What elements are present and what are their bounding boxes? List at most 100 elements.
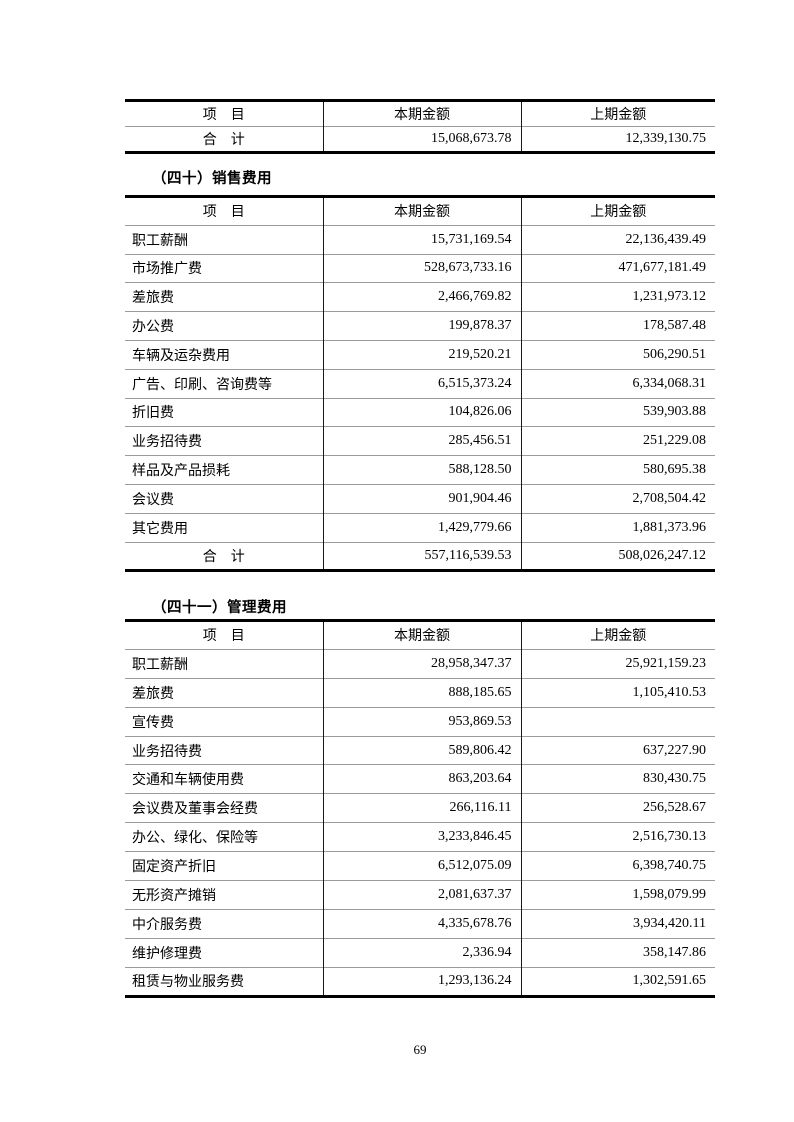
prior-amount: 471,677,181.49 [520, 253, 715, 283]
total-row: 合 计 557,116,539.53 508,026,247.12 [125, 541, 715, 571]
table-row: 交通和车辆使用费 863,203.64 830,430.75 [125, 764, 715, 794]
column-header-current: 本期金额 [322, 196, 521, 226]
item-name: 中介服务费 [125, 908, 323, 939]
table-row: 职工薪酬 28,958,347.37 25,921,159.23 [125, 648, 715, 679]
column-header-prior: 上期金额 [520, 196, 715, 226]
current-amount: 2,081,637.37 [322, 880, 521, 910]
column-header-item: 项 目 [202, 629, 245, 645]
current-amount: 285,456.51 [322, 426, 521, 456]
table-row: 业务招待费 589,806.42 637,227.90 [125, 735, 715, 765]
item-name: 职工薪酬 [125, 224, 323, 255]
item-name: 业务招待费 [125, 735, 323, 765]
table-row: 职工薪酬 15,731,169.54 22,136,439.49 [125, 224, 715, 255]
prior-amount: 22,136,439.49 [520, 224, 715, 255]
total-prior-amount: 508,026,247.12 [520, 541, 715, 571]
table-row: 车辆及运杂费用 219,520.21 506,290.51 [125, 339, 715, 370]
table-row: 样品及产品损耗 588,128.50 580,695.38 [125, 455, 715, 485]
table-row: 租赁与物业服务费 1,293,136.24 1,302,591.65 [125, 966, 715, 997]
item-name: 差旅费 [125, 677, 323, 708]
item-name: 职工薪酬 [125, 648, 323, 679]
column-header-current: 本期金额 [322, 620, 521, 650]
column-header-prior: 上期金额 [520, 620, 715, 650]
table-row: 维护修理费 2,336.94 358,147.86 [125, 937, 715, 968]
prior-amount: 1,302,591.65 [520, 966, 715, 997]
current-amount: 219,520.21 [322, 339, 521, 370]
current-amount: 6,512,075.09 [322, 851, 521, 881]
current-amount: 888,185.65 [322, 677, 521, 708]
table-row: 差旅费 2,466,769.82 1,231,973.12 [125, 282, 715, 312]
prior-amount: 830,430.75 [520, 764, 715, 794]
item-name: 样品及产品损耗 [125, 455, 323, 485]
prior-amount: 637,227.90 [520, 735, 715, 765]
table-row: 会议费 901,904.46 2,708,504.42 [125, 483, 715, 514]
prior-amount: 2,708,504.42 [520, 483, 715, 514]
current-amount: 588,128.50 [322, 455, 521, 485]
item-name: 业务招待费 [125, 426, 323, 456]
total-label: 合 计 [125, 541, 323, 571]
column-header-item: 项 目 [202, 108, 245, 123]
table-row: 其它费用 1,429,779.66 1,881,373.96 [125, 512, 715, 543]
item-name: 市场推广费 [125, 253, 323, 283]
prior-amount [520, 706, 715, 737]
item-name: 无形资产摊销 [125, 880, 323, 910]
current-amount: 1,429,779.66 [322, 512, 521, 543]
current-amount: 2,336.94 [322, 937, 521, 968]
current-amount: 28,958,347.37 [322, 648, 521, 679]
item-name: 固定资产折旧 [125, 851, 323, 881]
table-row: 办公、绿化、保险等 3,233,846.45 2,516,730.13 [125, 822, 715, 852]
summary-table: 项 目 本期金额 上期金额 合 计 15,068,673.78 12,339,1… [125, 99, 715, 154]
item-name: 租赁与物业服务费 [125, 966, 323, 997]
column-header-current: 本期金额 [322, 100, 521, 127]
prior-amount: 506,290.51 [520, 339, 715, 370]
table-row: 业务招待费 285,456.51 251,229.08 [125, 426, 715, 456]
column-header-item: 项 目 [202, 205, 245, 221]
item-name: 办公、绿化、保险等 [125, 822, 323, 852]
prior-amount: 6,334,068.31 [520, 368, 715, 399]
prior-amount: 1,231,973.12 [520, 282, 715, 312]
total-label: 合 计 [125, 126, 323, 153]
selling-expenses-table: 项 目 本期金额 上期金额 职工薪酬 15,731,169.54 22,136,… [125, 195, 715, 573]
prior-amount: 251,229.08 [520, 426, 715, 456]
table-row: 中介服务费 4,335,678.76 3,934,420.11 [125, 908, 715, 939]
total-current-amount: 557,116,539.53 [322, 541, 521, 571]
table-row: 差旅费 888,185.65 1,105,410.53 [125, 677, 715, 708]
total-prior-amount: 12,339,130.75 [520, 126, 715, 153]
table-row: 宣传费 953,869.53 [125, 706, 715, 737]
item-name: 折旧费 [125, 397, 323, 427]
table-row: 市场推广费 528,673,733.16 471,677,181.49 [125, 253, 715, 283]
item-name: 车辆及运杂费用 [125, 339, 323, 370]
table-header-row: 项 目 本期金额 上期金额 [125, 620, 715, 650]
item-name: 宣传费 [125, 706, 323, 737]
current-amount: 2,466,769.82 [322, 282, 521, 312]
current-amount: 15,731,169.54 [322, 224, 521, 255]
prior-amount: 178,587.48 [520, 311, 715, 341]
prior-amount: 6,398,740.75 [520, 851, 715, 881]
page-number: 69 [413, 1042, 427, 1057]
current-amount: 104,826.06 [322, 397, 521, 427]
prior-amount: 1,881,373.96 [520, 512, 715, 543]
table-row: 无形资产摊销 2,081,637.37 1,598,079.99 [125, 880, 715, 910]
current-amount: 1,293,136.24 [322, 966, 521, 997]
current-amount: 589,806.42 [322, 735, 521, 765]
item-name: 维护修理费 [125, 937, 323, 968]
prior-amount: 2,516,730.13 [520, 822, 715, 852]
table-header-row: 项 目 本期金额 上期金额 [125, 100, 715, 127]
section-heading-admin-expenses: （四十一）管理费用 [152, 600, 287, 616]
item-name: 广告、印刷、咨询费等 [125, 368, 323, 399]
item-name: 差旅费 [125, 282, 323, 312]
prior-amount: 1,105,410.53 [520, 677, 715, 708]
table-row: 固定资产折旧 6,512,075.09 6,398,740.75 [125, 851, 715, 881]
section-heading-selling-expenses: （四十）销售费用 [152, 171, 272, 187]
table-header-row: 项 目 本期金额 上期金额 [125, 196, 715, 226]
table-row: 办公费 199,878.37 178,587.48 [125, 311, 715, 341]
prior-amount: 358,147.86 [520, 937, 715, 968]
total-current-amount: 15,068,673.78 [322, 126, 521, 153]
item-name: 会议费及董事会经费 [125, 793, 323, 823]
current-amount: 3,233,846.45 [322, 822, 521, 852]
prior-amount: 3,934,420.11 [520, 908, 715, 939]
table-row: 折旧费 104,826.06 539,903.88 [125, 397, 715, 427]
current-amount: 528,673,733.16 [322, 253, 521, 283]
current-amount: 199,878.37 [322, 311, 521, 341]
prior-amount: 580,695.38 [520, 455, 715, 485]
prior-amount: 25,921,159.23 [520, 648, 715, 679]
